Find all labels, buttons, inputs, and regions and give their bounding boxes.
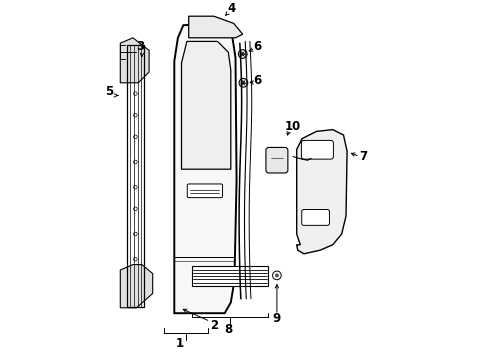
Polygon shape xyxy=(120,38,149,83)
Text: 6: 6 xyxy=(252,75,261,87)
Text: 3: 3 xyxy=(136,40,144,53)
FancyBboxPatch shape xyxy=(265,148,287,173)
Text: 8: 8 xyxy=(224,323,232,336)
Polygon shape xyxy=(181,41,230,169)
FancyBboxPatch shape xyxy=(301,210,329,225)
Circle shape xyxy=(275,274,278,277)
FancyBboxPatch shape xyxy=(301,140,333,159)
FancyBboxPatch shape xyxy=(187,184,222,198)
Circle shape xyxy=(241,81,245,85)
Text: 9: 9 xyxy=(272,312,281,325)
Polygon shape xyxy=(188,16,242,38)
Text: 4: 4 xyxy=(227,3,236,15)
Polygon shape xyxy=(174,23,236,313)
Polygon shape xyxy=(296,130,346,254)
Text: 5: 5 xyxy=(105,85,113,98)
Text: 1: 1 xyxy=(175,337,183,350)
Circle shape xyxy=(240,52,244,56)
Polygon shape xyxy=(120,265,152,308)
Text: 7: 7 xyxy=(359,150,366,163)
Bar xyxy=(192,266,267,286)
Text: 6: 6 xyxy=(252,40,261,53)
Text: 2: 2 xyxy=(209,319,218,332)
Text: 10: 10 xyxy=(285,120,301,132)
